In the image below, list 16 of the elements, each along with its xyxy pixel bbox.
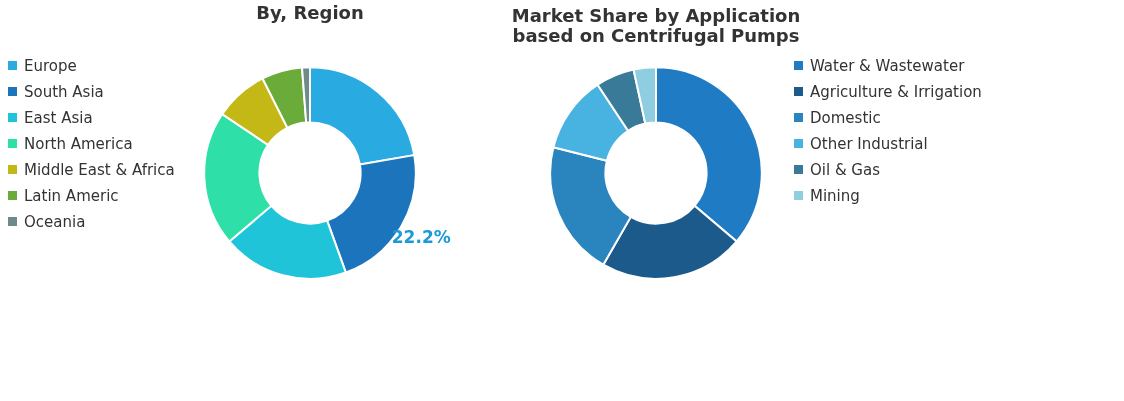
legend-label: Middle East & Africa [24, 160, 175, 179]
chart-title: Market Share by Application based on Centrifugal Pumps [511, 5, 801, 46]
legend-label: Europe [24, 56, 77, 75]
legend-label: North America [24, 134, 133, 153]
data-label: 22.2% [391, 226, 451, 247]
legend-label: Water & Wastewater [810, 56, 966, 75]
chart-title: By, Region [256, 2, 364, 24]
legend-label: Oceania [24, 212, 86, 231]
legend-label: Mining [810, 186, 860, 205]
legend-label: Other Industrial [810, 134, 928, 153]
legend-label: Latin Americ [24, 186, 119, 205]
legend-label: Agriculture & Irrigation [810, 82, 982, 101]
legend-label: South Asia [24, 82, 104, 101]
legend-label: Oil & Gas [810, 160, 881, 179]
legend-label: East Asia [24, 108, 93, 127]
legend-label: Domestic [810, 108, 881, 127]
